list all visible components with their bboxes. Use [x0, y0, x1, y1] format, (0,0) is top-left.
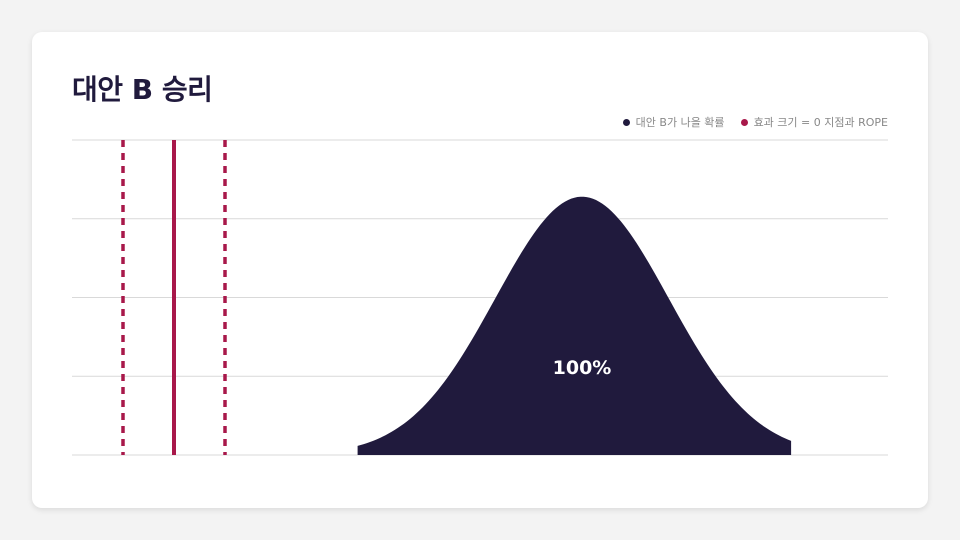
chart-plot: 100%: [72, 139, 888, 456]
legend-label-probability: 대안 B가 나을 확률: [635, 116, 725, 129]
probability-label: 100%: [553, 357, 612, 379]
chart-title: 대안 B 승리: [72, 73, 213, 106]
legend-item-probability: 대안 B가 나을 확률: [622, 114, 725, 130]
posterior-area: [357, 196, 792, 456]
legend-item-rope: 효과 크기 = 0 지점과 ROPE: [740, 114, 888, 130]
legend-dot-probability: [622, 118, 630, 126]
chart-card: 대안 B 승리 대안 B가 나을 확률 효과 크기 = 0 지점과 ROPE 1…: [32, 32, 928, 508]
legend-dot-rope: [740, 118, 748, 126]
legend-label-rope: 효과 크기 = 0 지점과 ROPE: [753, 116, 888, 129]
legend: 대안 B가 나을 확률 효과 크기 = 0 지점과 ROPE: [622, 114, 888, 130]
